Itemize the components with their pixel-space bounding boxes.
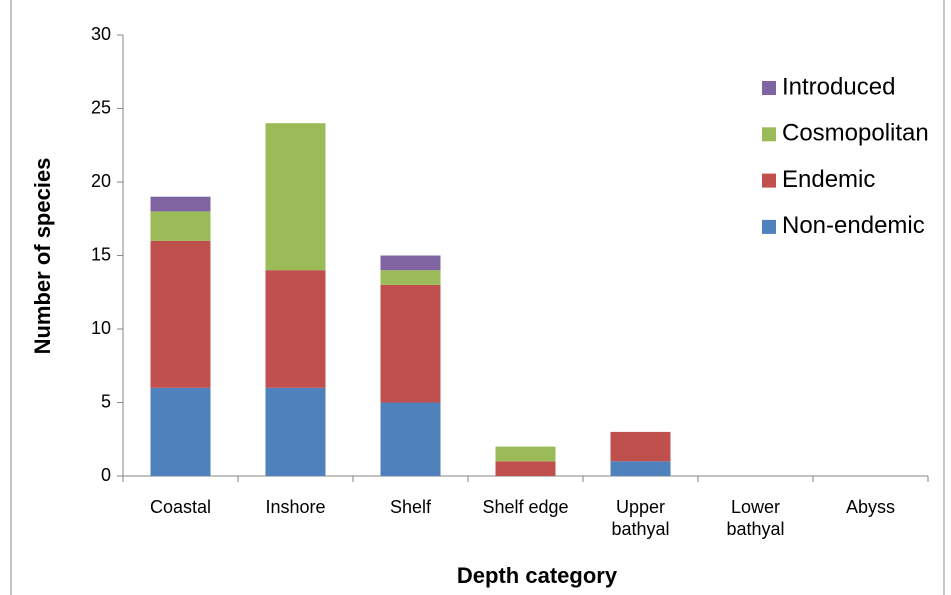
bar-segment	[380, 402, 441, 476]
y-tick-label: 10	[91, 318, 111, 338]
bar-segment	[265, 387, 326, 476]
legend-swatch	[762, 173, 776, 188]
bar-segment	[495, 461, 556, 476]
legend-swatch	[762, 219, 776, 234]
bar-segment	[380, 284, 441, 403]
y-tick-label: 0	[101, 465, 111, 485]
legend-label: Endemic	[782, 166, 875, 193]
x-tick-label: Abyss	[845, 497, 896, 517]
y-tick-label: 15	[91, 244, 111, 264]
y-tick-label: 25	[91, 97, 111, 117]
x-tick-label: Inshore	[265, 497, 326, 517]
legend-label: Non-endemic	[782, 212, 925, 239]
y-tick-label: 30	[91, 24, 111, 44]
legend-label: Introduced	[782, 73, 895, 100]
bar-segment	[150, 196, 211, 212]
bar-segment	[495, 446, 556, 462]
legend-label: Cosmopolitan	[782, 120, 929, 147]
bar-segment	[150, 387, 211, 476]
bar-segment	[380, 255, 441, 271]
x-tick-label: Coastal	[149, 497, 212, 517]
bar-segment	[610, 461, 671, 476]
bar-segment	[265, 270, 326, 388]
x-tick-label: Upper bathyal	[611, 497, 670, 539]
bar-segment	[610, 431, 671, 462]
bar-segment	[380, 270, 441, 285]
legend-swatch	[762, 127, 776, 142]
x-tick-label: Lower bathyal	[726, 497, 785, 539]
legend-swatch	[762, 81, 776, 95]
x-tick-label: Shelf	[389, 497, 432, 517]
bar-segment	[150, 240, 211, 388]
bar-segment	[150, 211, 211, 241]
x-tick-label: Shelf edge	[482, 497, 569, 517]
bar-segment	[265, 123, 326, 271]
x-axis-title: Depth category	[457, 563, 618, 588]
y-tick-label: 5	[101, 391, 111, 411]
y-tick-label: 20	[91, 171, 111, 191]
y-axis-title: Number of species	[30, 158, 55, 355]
